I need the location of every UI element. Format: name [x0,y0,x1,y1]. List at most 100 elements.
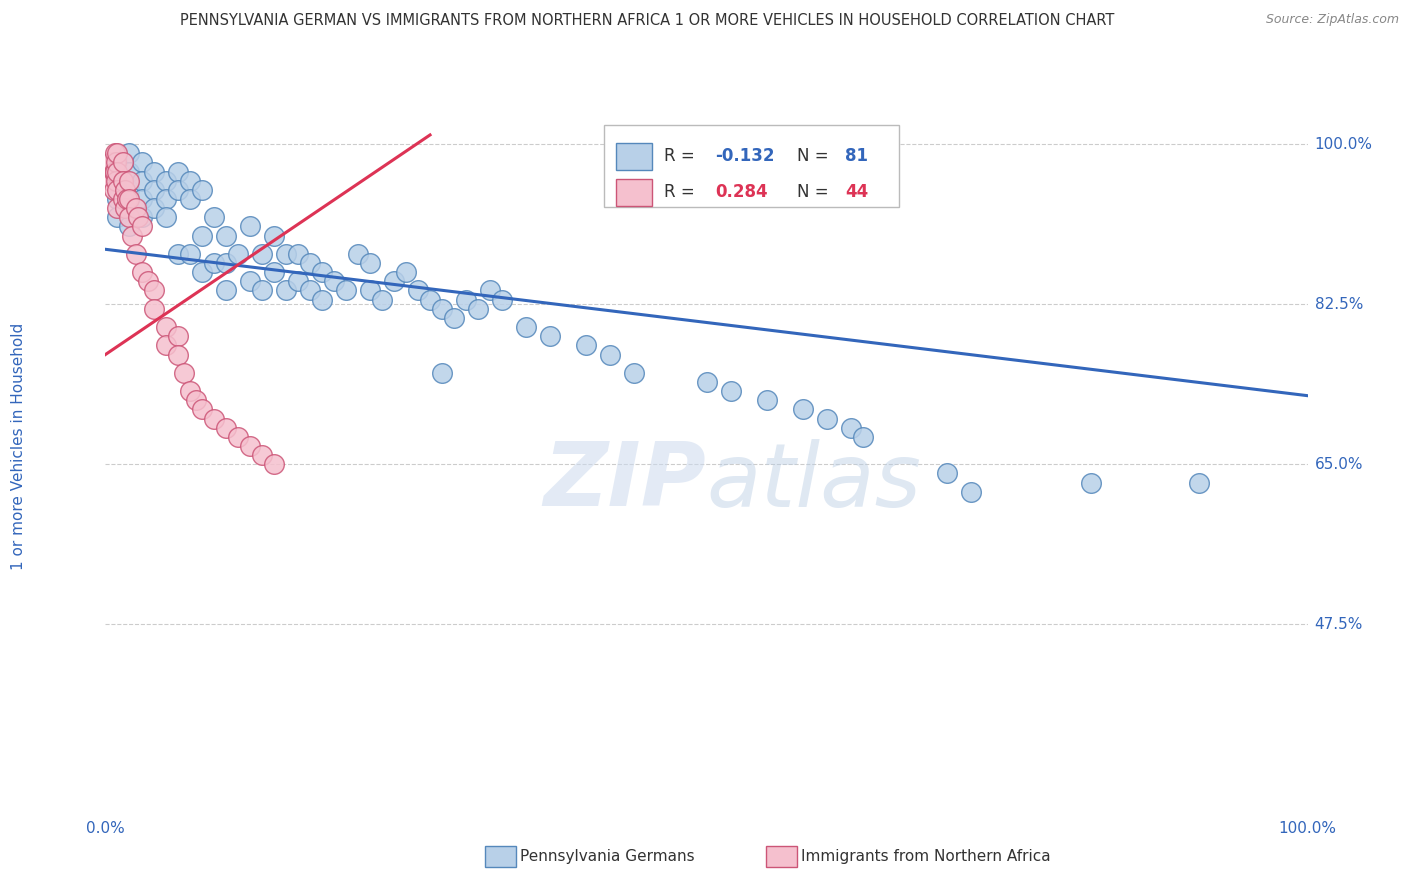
Point [107,164,129,178]
Point [155,174,177,188]
Point [274,284,297,298]
Point [104,146,127,161]
Point [359,256,381,270]
Point [538,329,561,343]
Point [250,247,273,261]
Point [107,174,129,188]
Text: N =: N = [797,183,834,202]
Point [322,274,344,288]
Point [298,284,321,298]
Point [311,293,333,307]
Point [263,228,285,243]
Point [395,265,418,279]
Point [443,310,465,325]
Text: -0.132: -0.132 [714,147,775,165]
Point [103,164,125,178]
Point [107,211,129,225]
Point [359,284,381,298]
Point [419,293,441,307]
Text: 81: 81 [845,147,868,165]
Point [852,430,875,444]
Point [103,183,125,197]
Text: R =: R = [665,147,700,165]
Point [166,347,188,361]
Point [142,164,165,178]
Point [179,247,201,261]
Point [839,420,862,434]
FancyBboxPatch shape [605,125,898,207]
Point [127,211,149,225]
Point [406,284,429,298]
Point [720,384,742,398]
Point [179,384,201,398]
Point [166,329,188,343]
Point [239,439,262,453]
Point [287,274,309,288]
Text: Source: ZipAtlas.com: Source: ZipAtlas.com [1265,13,1399,27]
Point [936,467,959,481]
Point [142,183,165,197]
Point [107,183,129,197]
Point [131,219,153,234]
Point [755,393,778,408]
Point [491,293,513,307]
Point [124,247,146,261]
Point [287,247,309,261]
Text: PENNSYLVANIA GERMAN VS IMMIGRANTS FROM NORTHERN AFRICA 1 OR MORE VEHICLES IN HOU: PENNSYLVANIA GERMAN VS IMMIGRANTS FROM N… [180,13,1114,29]
Point [114,183,136,197]
Point [142,201,165,215]
Text: 1 or more Vehicles in Household: 1 or more Vehicles in Household [11,322,25,570]
Point [118,201,141,215]
Point [226,430,249,444]
Point [214,228,236,243]
FancyBboxPatch shape [616,143,652,169]
Point [274,247,297,261]
Point [815,411,838,425]
Point [696,375,718,389]
Text: Pennsylvania Germans: Pennsylvania Germans [520,849,695,863]
Point [105,155,128,169]
FancyBboxPatch shape [616,178,652,206]
Point [250,284,273,298]
Point [166,164,188,178]
Point [118,192,141,206]
Point [166,247,188,261]
Point [263,458,285,472]
Point [960,484,983,499]
Point [190,183,212,197]
Point [202,211,225,225]
Point [136,274,159,288]
Point [214,284,236,298]
Point [100,174,122,188]
Point [104,164,127,178]
Point [131,265,153,279]
Point [190,228,212,243]
Point [179,192,201,206]
Point [575,338,598,352]
Point [311,265,333,279]
Point [226,247,249,261]
Point [239,274,262,288]
Point [184,393,207,408]
Point [105,174,128,188]
Point [107,201,129,215]
Point [467,301,489,316]
Point [166,183,188,197]
Point [131,192,153,206]
Text: 44: 44 [845,183,868,202]
Point [131,155,153,169]
Point [155,320,177,334]
Point [298,256,321,270]
Point [112,174,135,188]
Point [202,256,225,270]
Point [114,201,136,215]
Point [1188,475,1211,490]
Point [155,211,177,225]
Point [430,366,453,380]
Point [118,219,141,234]
Point [107,155,129,169]
Point [479,284,502,298]
Point [263,265,285,279]
Text: ZIP: ZIP [544,438,707,525]
Point [430,301,453,316]
